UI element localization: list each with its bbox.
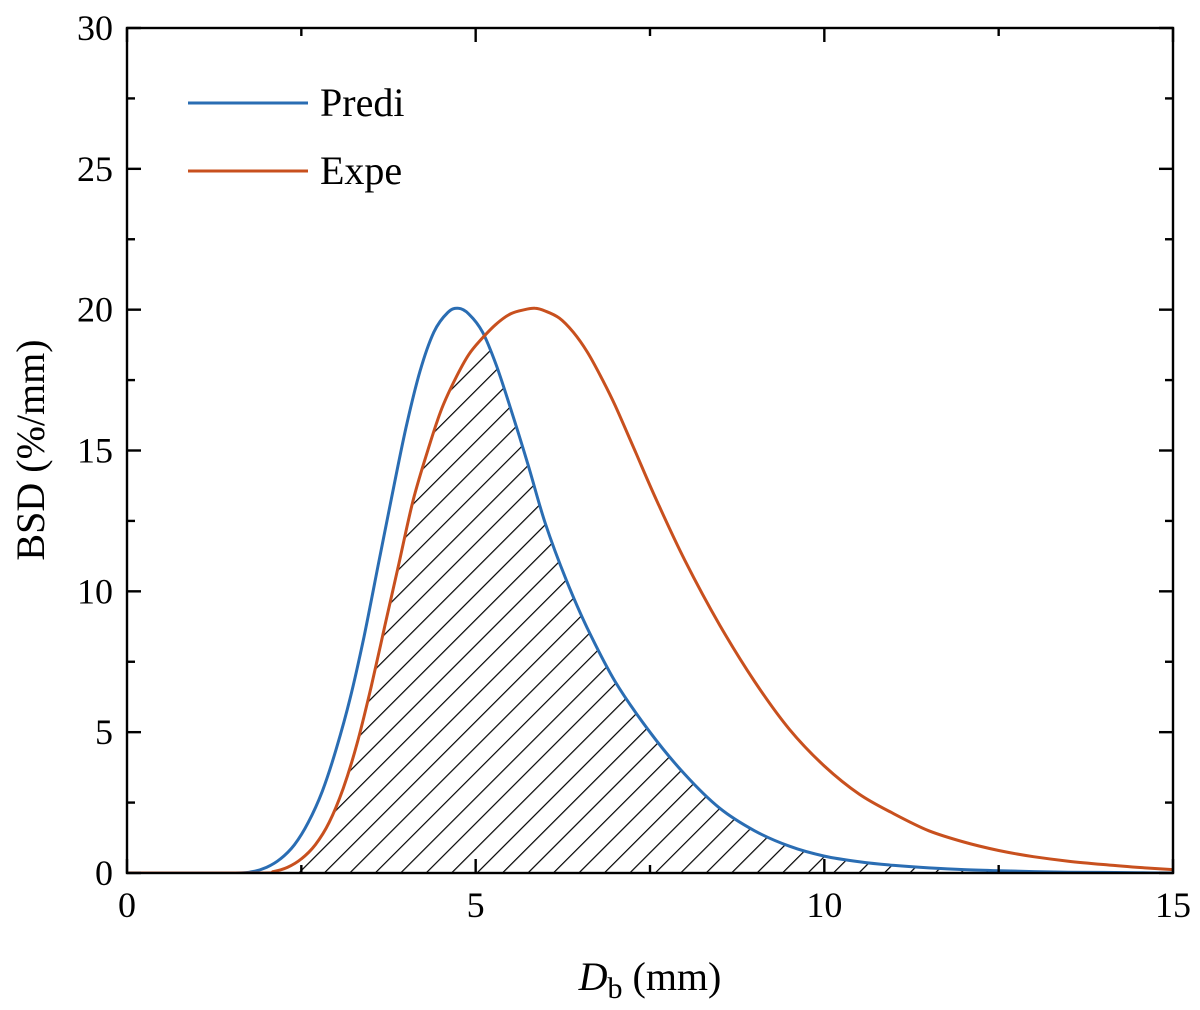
x-tick-label: 10 (806, 885, 842, 925)
y-tick-label: 5 (95, 712, 113, 752)
x-axis-label-unit: (mm) (623, 954, 722, 999)
series-line-predi (127, 306, 1173, 873)
y-tick-label: 10 (77, 571, 113, 611)
x-axis-label-subscript: b (608, 972, 623, 1005)
overlap-hatch-area (259, 337, 1173, 873)
x-tick-label: 15 (1155, 885, 1191, 925)
x-axis-label-symbol: D (578, 954, 608, 999)
tick-labels: 0 5 10 15 0 5 10 15 20 25 30 (77, 8, 1191, 925)
x-axis-label: Db (mm) (578, 954, 722, 1005)
overlap-hatch (259, 337, 1173, 873)
y-tick-label: 15 (77, 431, 113, 471)
series-layer (127, 306, 1173, 873)
y-tick-label: 20 (77, 290, 113, 330)
legend-label-predi: Predi (320, 80, 404, 125)
x-tick-label: 5 (467, 885, 485, 925)
series-line-expe (127, 306, 1173, 873)
legend: Predi Expe (188, 80, 404, 193)
legend-label-expe: Expe (320, 148, 402, 193)
axis-ticks (125, 26, 1175, 875)
y-tick-label: 30 (77, 8, 113, 48)
y-tick-label: 0 (95, 853, 113, 893)
x-tick-label: 0 (118, 885, 136, 925)
y-tick-label: 25 (77, 149, 113, 189)
y-axis-label: BSD (%/mm) (8, 339, 53, 560)
